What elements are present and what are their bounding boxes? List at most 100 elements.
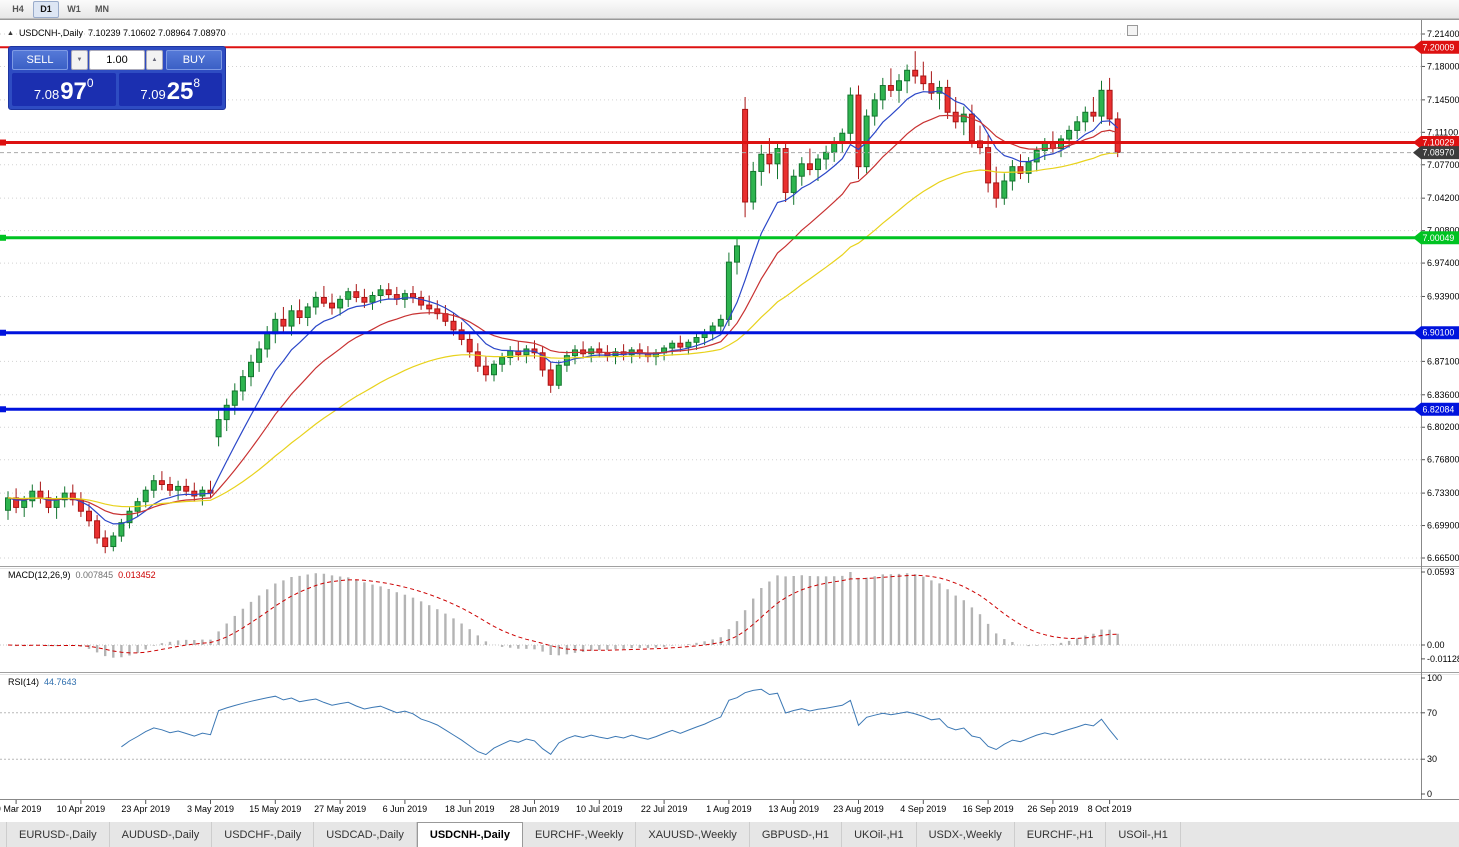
sell-button[interactable]: SELL (12, 50, 68, 70)
svg-text:7.20009: 7.20009 (1423, 42, 1455, 52)
macd-tick-label: 0.0593 (1427, 567, 1455, 577)
macd-value: 0.007845 (75, 570, 114, 580)
price-tick-label: 6.97400 (1427, 258, 1459, 268)
sell-price-point: 0 (86, 76, 94, 90)
buy-price-point: 8 (193, 76, 201, 90)
timeframe-button-mn[interactable]: MN (95, 4, 109, 14)
volume-increment-button[interactable]: ▲ (146, 50, 163, 70)
tab-usdcad-daily[interactable]: USDCAD-,Daily (314, 822, 417, 847)
date-tick-label: 29 Mar 2019 (0, 804, 41, 814)
price-badge-7.00049: 7.00049 (1413, 231, 1459, 245)
price-tick-label: 7.14500 (1427, 95, 1459, 105)
date-tick-label: 16 Sep 2019 (963, 804, 1014, 814)
chart-shift-marker[interactable] (1127, 25, 1138, 36)
macd-name: MACD(12,26,9) (8, 570, 71, 580)
rsi-line (121, 688, 1119, 756)
date-tick-label: 27 May 2019 (314, 804, 366, 814)
macd-tick-label: -0.01128 (1427, 654, 1459, 664)
price-badge-6.82084: 6.82084 (1413, 402, 1459, 416)
date-tick-label: 23 Apr 2019 (121, 804, 170, 814)
price-tick-label: 6.69900 (1427, 521, 1459, 531)
date-tick-label: 4 Sep 2019 (900, 804, 946, 814)
buy-price[interactable]: 7.09 25 8 (118, 73, 222, 106)
price-tick-label: 6.83600 (1427, 390, 1459, 400)
hline-handle[interactable] (0, 139, 6, 146)
collapse-icon[interactable]: ▲ (7, 29, 14, 37)
date-tick-label: 13 Aug 2019 (768, 804, 819, 814)
date-tick-label: 10 Apr 2019 (57, 804, 106, 814)
date-tick-label: 1 Aug 2019 (706, 804, 752, 814)
date-tick-label: 26 Sep 2019 (1027, 804, 1078, 814)
price-tick-label: 7.11100 (1427, 127, 1458, 137)
price-badge-6.90100: 6.90100 (1413, 326, 1459, 340)
date-tick-label: 22 Jul 2019 (641, 804, 688, 814)
price-chart-canvas[interactable]: 7.21400 7.18000 7.14500 7.11100 7.07700 7.042… (0, 20, 1459, 822)
chart-tabs: EURUSD-,Daily AUDUSD-,Daily USDCHF-,Daily U… (0, 821, 1459, 847)
sell-price[interactable]: 7.08 97 0 (12, 73, 116, 106)
tab-eurchf-h1[interactable]: EURCHF-,H1 (1015, 822, 1107, 847)
hline-handle[interactable] (0, 406, 6, 413)
sell-price-main: 7.08 (33, 87, 60, 102)
macd-tick-label: 0.00 (1427, 640, 1445, 650)
rsi-tick-label: 0 (1427, 789, 1432, 799)
buy-button[interactable]: BUY (166, 50, 222, 70)
tab-eurusd-daily[interactable]: EURUSD-,Daily (6, 822, 110, 847)
tab-xauusd-weekly[interactable]: XAUUSD-,Weekly (636, 822, 750, 847)
symbol-label: USDCNH-,Daily (18, 28, 83, 38)
tab-ukoil-h1[interactable]: UKOil-,H1 (842, 822, 917, 847)
price-badge-7.20009: 7.20009 (1413, 40, 1459, 54)
tab-usoil-h1[interactable]: USOil-,H1 (1106, 822, 1181, 847)
ma-line-slow (7, 152, 1118, 508)
tab-gbpusd-h1[interactable]: GBPUSD-,H1 (750, 822, 843, 847)
date-tick-label: 18 Jun 2019 (445, 804, 495, 814)
candles (5, 51, 1121, 554)
price-tick-label: 7.04200 (1427, 193, 1459, 203)
price-tick-label: 7.18000 (1427, 61, 1459, 71)
tab-audusd-daily[interactable]: AUDUSD-,Daily (110, 822, 213, 847)
price-tick-label: 7.21400 (1427, 29, 1459, 39)
one-click-trade-panel: SELL ▼ 1.00 ▲ BUY 7.08 97 0 7.09 25 8 (8, 46, 226, 110)
price-tick-label: 7.07700 (1427, 160, 1459, 170)
buy-price-main: 7.09 (140, 87, 166, 102)
tab-usdcnh-daily[interactable]: USDCNH-,Daily (416, 822, 523, 847)
price-tick-label: 6.93900 (1427, 291, 1459, 301)
timeframe-button-d1[interactable]: D1 (33, 0, 59, 18)
ma-line-mid (7, 114, 1118, 516)
timeframe-button-w1[interactable]: W1 (67, 4, 81, 14)
price-tick-label: 6.73300 (1427, 488, 1459, 498)
svg-text:7.08970: 7.08970 (1423, 148, 1455, 158)
rsi-name: RSI(14) (8, 677, 40, 687)
hline-handle[interactable] (0, 329, 6, 336)
hline-handle[interactable] (0, 234, 6, 241)
buy-price-pips: 25 (166, 78, 194, 105)
price-tick-label: 6.76800 (1427, 455, 1459, 465)
svg-text:6.82084: 6.82084 (1423, 404, 1455, 414)
ohlc-values: 7.10239 7.10602 7.08964 7.08970 (87, 28, 226, 38)
tab-usdchf-daily[interactable]: USDCHF-,Daily (212, 822, 315, 847)
tab-eurchf-weekly[interactable]: EURCHF-,Weekly (523, 822, 637, 847)
date-tick-label: 3 May 2019 (187, 804, 234, 814)
price-tick-label: 6.80200 (1427, 422, 1459, 432)
price-badge-7.08970: 7.08970 (1413, 146, 1459, 160)
chart-header: ▲ USDCNH-,Daily 7.10239 7.10602 7.08964 … (7, 28, 226, 38)
date-tick-label: 28 Jun 2019 (510, 804, 560, 814)
rsi-tick-label: 100 (1427, 673, 1442, 683)
svg-text:7.10029: 7.10029 (1423, 138, 1455, 148)
volume-stepper: ▼ 1.00 ▲ (71, 50, 163, 70)
volume-decrement-button[interactable]: ▼ (71, 50, 88, 70)
timeframe-toolbar: H4 D1 W1 MN (0, 0, 1459, 19)
svg-text:6.90100: 6.90100 (1423, 328, 1455, 338)
macd-signal-value: 0.013452 (118, 570, 156, 580)
timeframe-button-h4[interactable]: H4 (12, 4, 24, 14)
ma-line-fast (7, 90, 1119, 525)
rsi-tick-label: 30 (1427, 754, 1437, 764)
price-tick-label: 6.87100 (1427, 356, 1459, 366)
rsi-value: 44.7643 (44, 677, 77, 687)
chart-window: 7.21400 7.18000 7.14500 7.11100 7.07700 7.042… (0, 19, 1459, 822)
tab-usdx-weekly[interactable]: USDX-,Weekly (917, 822, 1015, 847)
date-tick-label: 6 Jun 2019 (383, 804, 428, 814)
volume-input[interactable]: 1.00 (89, 50, 145, 70)
date-tick-label: 8 Oct 2019 (1088, 804, 1132, 814)
svg-text:7.00049: 7.00049 (1423, 233, 1455, 243)
date-tick-label: 10 Jul 2019 (576, 804, 623, 814)
